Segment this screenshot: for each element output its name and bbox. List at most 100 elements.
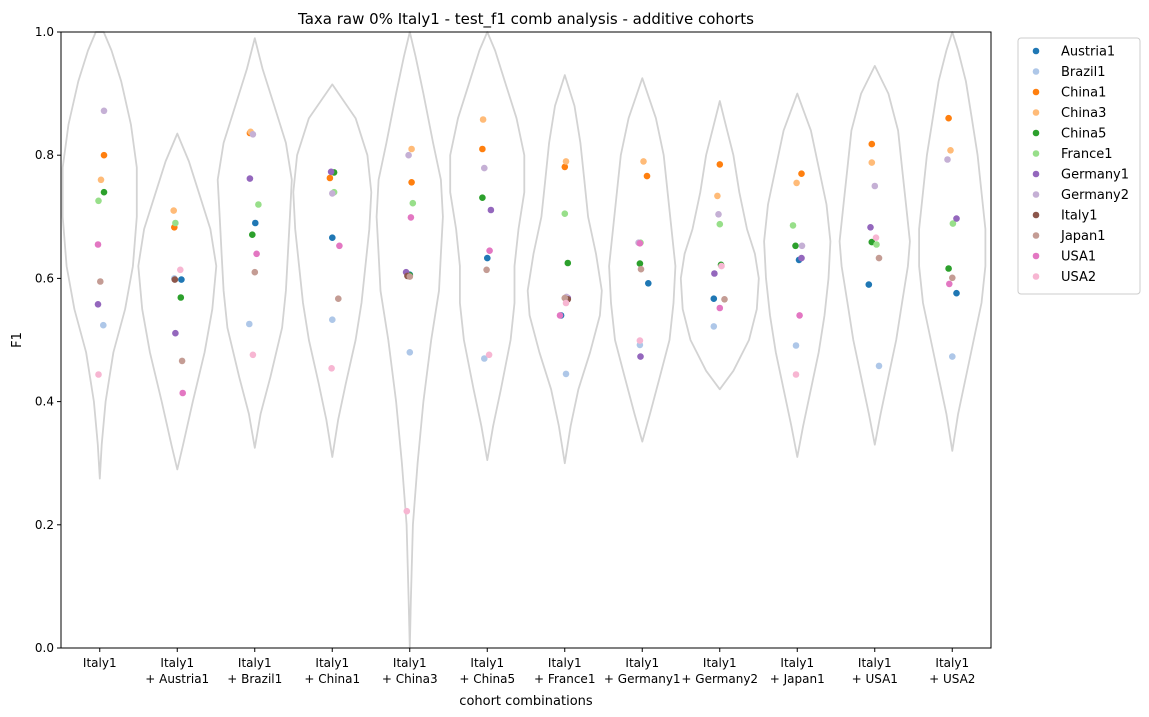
point-japan1-8 xyxy=(721,296,728,303)
y-tick-label-4: 0.8 xyxy=(35,148,54,162)
x-tick-label-7-0: Italy1 xyxy=(625,656,659,670)
legend-label-italy1: Italy1 xyxy=(1061,209,1097,224)
point-usa2-6 xyxy=(562,299,570,307)
legend-marker-germany2 xyxy=(1032,191,1040,198)
legend-label-usa1: USA1 xyxy=(1061,250,1096,265)
point-usa1-4 xyxy=(407,214,415,221)
point-china3-6 xyxy=(562,158,570,165)
point-brazil1-2 xyxy=(246,320,253,328)
point-usa2-7 xyxy=(636,337,644,344)
point-austria1-7 xyxy=(645,280,652,287)
point-usa2-1 xyxy=(177,266,184,274)
x-tick-label-4-1: + China3 xyxy=(382,672,438,686)
point-china1-5 xyxy=(479,145,486,153)
violin-6 xyxy=(526,74,603,465)
x-tick-label-10-1: + USA1 xyxy=(852,672,898,686)
point-brazil1-0 xyxy=(100,321,107,329)
point-usa2-10 xyxy=(872,234,880,241)
y-tick-label-2: 0.4 xyxy=(35,395,54,409)
point-china5-7 xyxy=(636,260,644,267)
point-austria1-1 xyxy=(178,276,185,283)
legend-label-japan1: Japan1 xyxy=(1060,229,1106,244)
legend: Austria1 Brazil1 China1 China3 China5 France1… xyxy=(1017,37,1141,295)
point-japan1-4 xyxy=(406,273,414,280)
legend-marker-japan1 xyxy=(1032,232,1040,239)
legend-label-china3: China3 xyxy=(1061,106,1106,121)
x-tick-label-4-0: Italy1 xyxy=(393,656,427,670)
point-germany2-10 xyxy=(871,182,879,190)
point-usa2-3 xyxy=(328,365,335,372)
point-china5-0 xyxy=(100,188,108,196)
point-germany2-9 xyxy=(798,242,806,250)
point-germany1-3 xyxy=(327,168,335,176)
violins-layer xyxy=(61,31,987,649)
legend-marker-china1 xyxy=(1032,88,1040,96)
point-china1-6 xyxy=(561,163,569,171)
legend-marker-usa1 xyxy=(1032,252,1040,260)
point-brazil1-8 xyxy=(710,323,718,330)
chart-title: Taxa raw 0% Italy1 - test_f1 comb analys… xyxy=(297,10,754,29)
point-usa1-3 xyxy=(336,242,343,250)
point-japan1-5 xyxy=(483,266,490,274)
point-austria1-10 xyxy=(865,281,873,288)
point-germany1-7 xyxy=(637,353,644,360)
point-france1-0 xyxy=(95,197,102,205)
point-usa1-2 xyxy=(253,250,260,258)
point-china3-10 xyxy=(868,159,876,166)
point-china5-1 xyxy=(177,294,185,301)
point-germany1-8 xyxy=(711,270,718,277)
point-china5-11 xyxy=(945,265,952,272)
point-brazil1-3 xyxy=(329,316,336,324)
point-austria1-11 xyxy=(953,289,960,297)
point-brazil1-10 xyxy=(875,362,883,370)
x-tick-label-9-1: + Japan1 xyxy=(770,672,825,686)
point-china1-4 xyxy=(408,179,415,186)
point-germany1-0 xyxy=(94,301,102,308)
point-china3-9 xyxy=(793,179,800,187)
point-austria1-3 xyxy=(329,234,336,241)
point-germany1-9 xyxy=(798,254,805,262)
plot-frame xyxy=(60,31,992,649)
point-germany2-3 xyxy=(329,190,336,197)
point-china3-1 xyxy=(170,207,177,214)
point-usa2-8 xyxy=(718,262,725,270)
legend-marker-austria1 xyxy=(1032,47,1040,55)
point-usa1-5 xyxy=(486,247,493,254)
legend-marker-france1 xyxy=(1032,150,1040,157)
x-axis: Italy1 Italy1 + Austria1 Italy1 + Brazil1 Ita… xyxy=(83,648,975,686)
point-china3-5 xyxy=(479,116,487,123)
point-austria1-8 xyxy=(710,295,718,303)
y-axis-label: F1 xyxy=(10,332,25,348)
x-tick-label-10-0: Italy1 xyxy=(858,656,892,670)
point-china3-0 xyxy=(97,176,105,184)
x-tick-label-3-0: Italy1 xyxy=(315,656,349,670)
point-china1-3 xyxy=(326,174,334,182)
point-germany2-8 xyxy=(715,211,722,218)
x-tick-label-8-0: Italy1 xyxy=(703,656,737,670)
point-germany1-1 xyxy=(172,329,179,337)
point-brazil1-11 xyxy=(949,353,956,360)
legend-label-china5: China5 xyxy=(1061,127,1106,142)
x-tick-label-11-1: + USA2 xyxy=(929,672,975,686)
point-france1-6 xyxy=(561,210,569,217)
legend-marker-germany1 xyxy=(1032,170,1040,178)
legend-label-france1: France1 xyxy=(1061,147,1113,162)
point-china5-6 xyxy=(564,259,572,267)
point-germany1-5 xyxy=(487,206,495,214)
point-usa2-9 xyxy=(792,371,800,378)
point-japan1-3 xyxy=(335,295,342,303)
point-china3-8 xyxy=(714,192,721,200)
point-france1-1 xyxy=(172,219,179,227)
point-usa2-0 xyxy=(95,371,102,378)
x-axis-label: cohort combinations xyxy=(459,694,593,709)
point-germany2-2 xyxy=(249,131,257,138)
point-usa2-5 xyxy=(485,351,493,359)
point-china1-11 xyxy=(945,114,952,122)
violin-1 xyxy=(137,132,218,471)
y-tick-label-1: 0.2 xyxy=(35,518,54,532)
legend-label-austria1: Austria1 xyxy=(1061,45,1115,60)
point-china1-0 xyxy=(100,151,108,159)
point-france1-10 xyxy=(873,241,880,248)
legend-marker-italy1 xyxy=(1032,211,1040,219)
